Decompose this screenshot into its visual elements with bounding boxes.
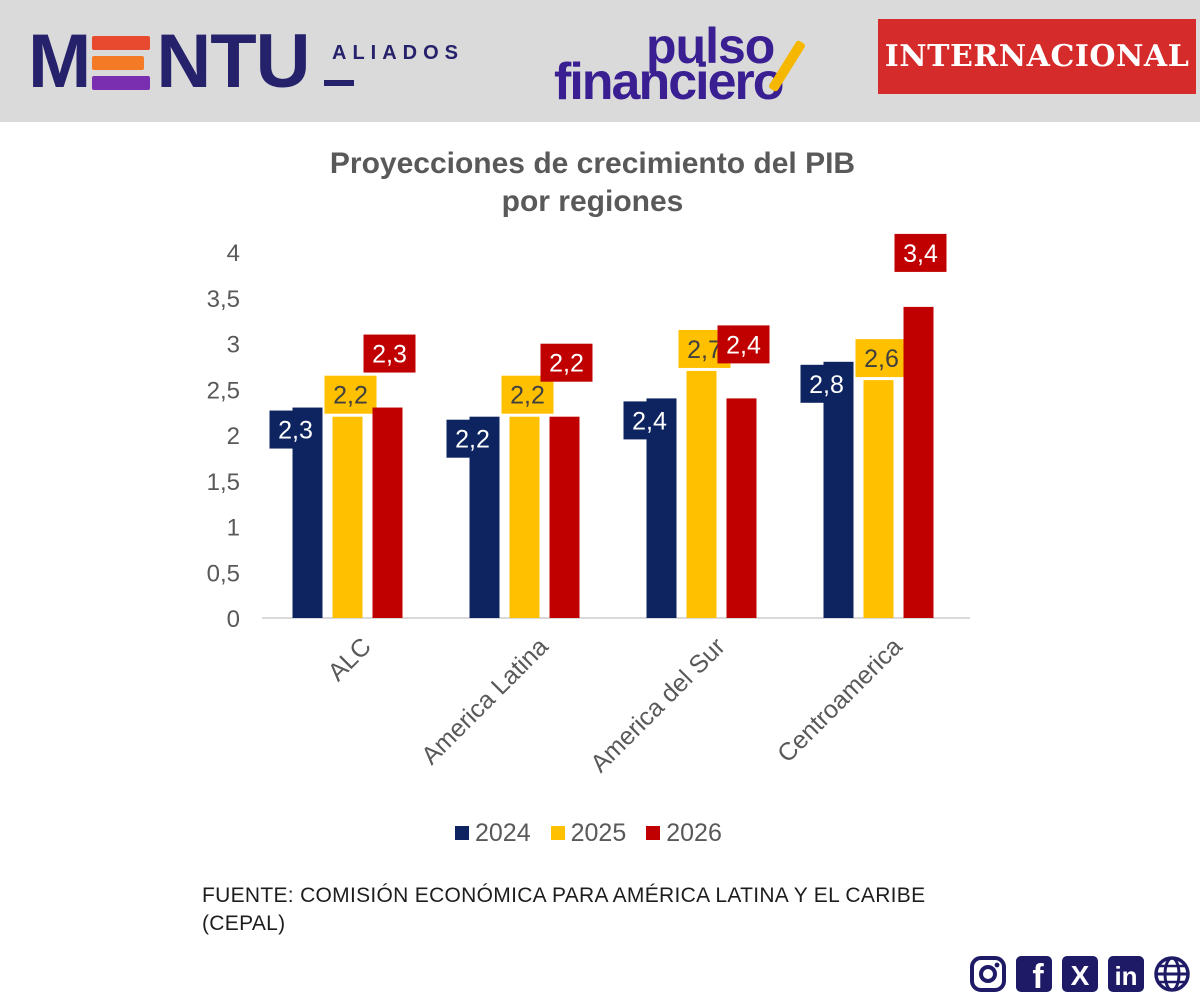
- svg-text:in: in: [1114, 961, 1137, 991]
- chart-title-line1: Proyecciones de crecimiento del PIB: [329, 147, 856, 180]
- data-label-2025: 2,2: [510, 382, 545, 410]
- bar-2024: [823, 361, 854, 618]
- linkedin-icon[interactable]: in: [1106, 954, 1146, 994]
- legend-swatch-2024: [455, 826, 469, 840]
- y-tick-label: 2,5: [207, 377, 240, 404]
- svg-text:f: f: [1032, 958, 1044, 993]
- bar-2026: [549, 416, 580, 618]
- aliados-dash: [324, 80, 354, 86]
- mentu-logo-ntu: NTU: [156, 19, 310, 104]
- y-tick-label: 0: [227, 606, 240, 633]
- mentu-logo-e-mark: [92, 32, 154, 92]
- bar-2026: [372, 407, 403, 618]
- data-label-box-2024: [269, 410, 322, 449]
- mentu-logo[interactable]: M NTU: [28, 19, 311, 104]
- mentu-logo-m: M: [28, 19, 91, 104]
- chart-legend: 2024 2025 2026: [455, 818, 722, 848]
- data-label-2026: 2,3: [372, 341, 407, 369]
- data-label-2024: 2,3: [278, 417, 313, 445]
- legend-item-2024: 2024: [455, 819, 531, 848]
- data-label-2024: 2,2: [455, 426, 490, 454]
- legend-label-2024: 2024: [475, 818, 531, 847]
- legend-swatch-2026: [646, 826, 661, 840]
- y-tick-label: 0,5: [207, 560, 240, 587]
- y-tick-label: 2: [227, 423, 240, 450]
- legend-item-2025: 2025: [550, 818, 627, 848]
- source-line1: FUENTE: COMISIÓN ECONÓMICA PARA AMÉRICA …: [202, 884, 926, 907]
- x-icon[interactable]: X: [1060, 954, 1100, 994]
- data-label-2025: 2,7: [687, 336, 722, 364]
- data-label-box-2026: [717, 325, 770, 364]
- legend-label-2026: 2026: [666, 818, 722, 847]
- data-label-2024: 2,8: [809, 371, 844, 399]
- y-tick-label: 3,5: [207, 286, 240, 313]
- pulso-financiero-logo[interactable]: pulso financiero: [550, 20, 820, 110]
- source-line2: (CEPAL): [202, 912, 286, 935]
- chart-title: Proyecciones de crecimiento del PIB por …: [200, 145, 985, 221]
- x-tick-label: Centroamerica: [772, 632, 908, 768]
- financiero-word: financiero: [554, 53, 784, 111]
- bar-chart: 00,511,522,533,542,32,22,3ALC2,22,22,2Am…: [207, 233, 970, 778]
- data-label-2024: 2,4: [632, 407, 667, 435]
- legend-label-2025: 2025: [570, 818, 627, 847]
- data-label-2025: 2,6: [864, 345, 899, 373]
- x-tick-label: America Latina: [416, 632, 554, 770]
- legend-item-2026: 2026: [646, 819, 722, 848]
- data-label-box-2026: [894, 233, 947, 272]
- header-bar: M NTU ALIADOS pulso financiero INTERNACI…: [0, 0, 1200, 122]
- x-tick-label: ALC: [323, 632, 377, 686]
- source-note: FUENTE: COMISIÓN ECONÓMICA PARA AMÉRICA …: [202, 882, 1002, 938]
- data-label-2026: 2,4: [726, 331, 761, 359]
- bar-2025: [863, 380, 894, 618]
- data-label-box-2026: [540, 343, 593, 382]
- y-tick-label: 1: [227, 515, 240, 542]
- legend-swatch-2025: [550, 826, 565, 840]
- y-tick-label: 3: [227, 332, 240, 359]
- bar-2026: [903, 306, 934, 618]
- bar-2025: [686, 370, 717, 618]
- bar-2026: [726, 398, 757, 618]
- data-label-2025: 2,2: [333, 382, 368, 410]
- data-label-box-2025: [855, 339, 908, 378]
- instagram-icon[interactable]: [968, 954, 1008, 994]
- facebook-icon[interactable]: f: [1014, 954, 1054, 994]
- data-label-2026: 3,4: [903, 240, 938, 268]
- section-badge: INTERNACIONAL: [878, 19, 1196, 94]
- data-label-box-2025: [324, 375, 377, 414]
- y-tick-label: 4: [227, 240, 240, 267]
- svg-text:X: X: [1071, 960, 1090, 991]
- bar-2025: [509, 416, 540, 618]
- pulso-word: pulso: [646, 18, 775, 74]
- y-tick-label: 1,5: [207, 469, 240, 496]
- globe-icon[interactable]: [1152, 954, 1192, 994]
- social-links: f X in: [968, 954, 1192, 996]
- chart-title-line2: por regiones: [501, 185, 684, 218]
- data-label-box-2024: [623, 401, 676, 440]
- data-label-box-2024: [800, 364, 853, 403]
- data-label-box-2026: [363, 334, 416, 373]
- aliados-label: ALIADOS: [332, 42, 464, 64]
- data-label-box-2025: [501, 375, 554, 414]
- x-tick-label: America del Sur: [585, 632, 731, 778]
- bar-2025: [332, 416, 363, 618]
- data-label-box-2024: [446, 419, 499, 458]
- data-label-2026: 2,2: [549, 350, 584, 378]
